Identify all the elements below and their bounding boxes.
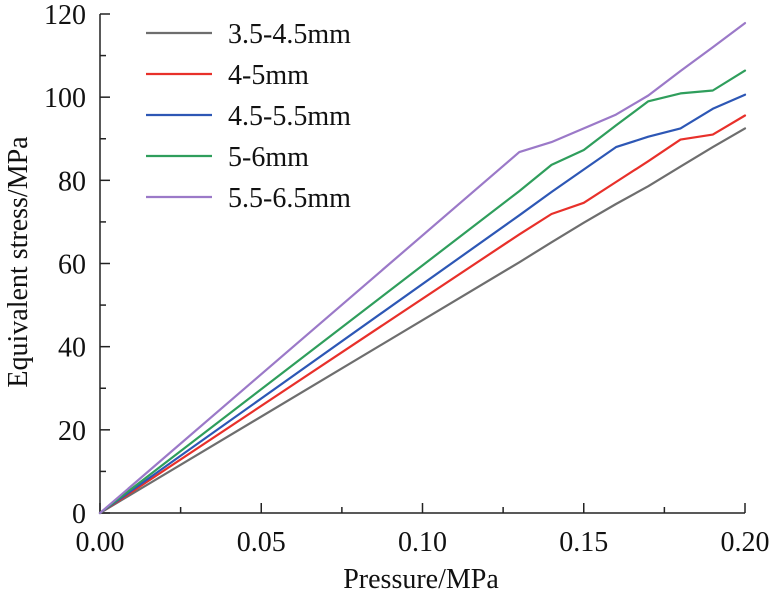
y-tick-label: 20 (58, 416, 86, 447)
series-line-1 (98, 127, 747, 515)
legend-label: 4-5mm (228, 60, 309, 91)
x-tick-label: 0.00 (76, 527, 125, 558)
y-tick-label: 60 (58, 250, 86, 281)
y-tick-label: 80 (58, 166, 86, 197)
legend-label: 4.5-5.5mm (228, 101, 351, 132)
legend-label: 3.5-4.5mm (228, 19, 351, 50)
y-tick-label: 0 (72, 499, 86, 530)
x-axis-title: Pressure/MPa (343, 564, 499, 595)
series-line-2 (98, 114, 747, 515)
series-line-3 (98, 93, 747, 515)
y-axis-title: Equivalent stress/MPa (3, 136, 34, 388)
x-tick-label: 0.05 (237, 527, 286, 558)
x-tick-label: 0.10 (398, 527, 447, 558)
x-tick-label: 0.20 (721, 527, 770, 558)
legend-label: 5-6mm (228, 142, 309, 173)
y-tick-label: 40 (58, 333, 86, 364)
legend: 3.5-4.5mm 4-5mm 4.5-5.5mm 5-6mm 5.5-6.5mm (146, 19, 351, 214)
axes: 0.00 0.05 0.10 0.15 0.20 0 20 40 60 80 100 120 (44, 0, 770, 558)
x-tick-label: 0.15 (559, 527, 608, 558)
y-tick-label: 100 (44, 83, 86, 114)
series-line-4 (98, 69, 747, 515)
legend-label: 5.5-6.5mm (228, 183, 351, 214)
series-layer (98, 22, 747, 515)
series-line-5 (98, 22, 747, 515)
y-tick-label: 120 (44, 0, 86, 31)
